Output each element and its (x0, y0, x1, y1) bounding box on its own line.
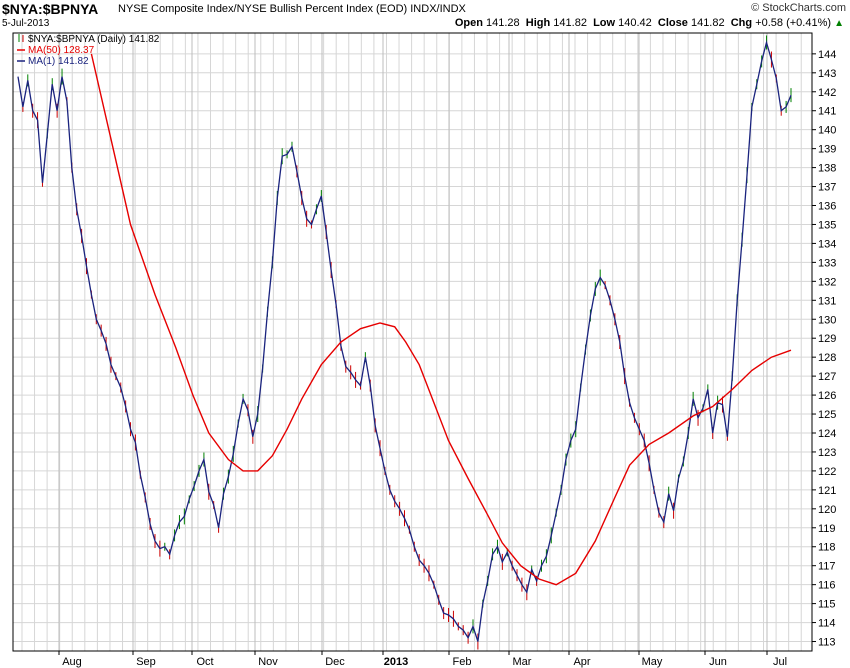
x-tick-label: Nov (258, 656, 278, 668)
quote-summary: Open 141.28 High 141.82 Low 140.42 Close… (455, 17, 844, 29)
y-tick-label: 140 (818, 125, 836, 137)
low-value: 140.42 (618, 17, 652, 29)
open-label: Open (454, 17, 483, 29)
x-tick-label: May (642, 656, 663, 668)
y-tick-label: 120 (818, 504, 836, 516)
y-tick-label: 130 (818, 314, 836, 326)
y-tick-label: 135 (818, 219, 836, 231)
x-tick-label: Feb (453, 656, 472, 668)
y-tick-label: 138 (818, 163, 836, 175)
x-tick-label: Jul (773, 656, 787, 668)
y-tick-label: 113 (818, 637, 836, 649)
exchange-text: INDX/INDX (410, 3, 466, 15)
y-tick-label: 132 (818, 276, 836, 288)
high-label: High (525, 17, 551, 29)
x-tick-label: Dec (325, 656, 345, 668)
series-line-ma1 (17, 40, 792, 642)
y-tick-label: 117 (818, 561, 836, 573)
y-tick-label: 125 (818, 409, 836, 421)
y-tick-label: 128 (818, 352, 836, 364)
chart-symbol: $NYA:$BPNYA (2, 1, 99, 17)
y-tick-label: 122 (818, 466, 836, 478)
y-tick-label: 131 (818, 295, 836, 307)
low-label: Low (593, 17, 616, 29)
y-tick-label: 142 (818, 87, 836, 99)
high-value: 141.82 (553, 17, 587, 29)
close-label: Close (657, 17, 688, 29)
legend: $NYA:$BPNYA (Daily) 141.82 MA(50) 128.37… (17, 34, 160, 67)
y-tick-label: 121 (818, 485, 836, 497)
chg-up-icon: ▲ (834, 18, 844, 29)
legend-ma1: MA(1) 141.82 (28, 56, 89, 67)
x-axis: Aug Sep Oct Nov Dec 2013 Feb Mar Apr May Jun Jul (58, 651, 787, 668)
x-tick-label: Mar (513, 656, 532, 668)
y-tick-label: 126 (818, 390, 836, 402)
x-tick-label: Oct (196, 656, 213, 668)
series-line-ma50 (90, 53, 792, 586)
copyright-link[interactable]: © StockCharts.com (751, 2, 846, 14)
y-tick-label: 124 (818, 428, 836, 440)
y-tick-label: 115 (818, 599, 836, 611)
x-tick-label: Jun (709, 656, 727, 668)
y-tick-label: 137 (818, 182, 836, 194)
y-tick-label: 139 (818, 144, 836, 156)
chart-description: NYSE Composite Index/NYSE Bullish Percen… (118, 3, 466, 15)
plot-frame (12, 32, 813, 652)
y-tick-label: 143 (818, 68, 836, 80)
x-tick-label: Aug (62, 656, 82, 668)
chg-label: Chg (730, 17, 753, 29)
y-tick-label: 141 (818, 106, 836, 118)
description-text: NYSE Composite Index/NYSE Bullish Percen… (118, 3, 408, 15)
close-value: 141.82 (690, 17, 725, 29)
y-tick-label: 114 (818, 618, 836, 630)
y-axis: 113 114 115 116 117 118 119 120 121 122 123 124 125 1… (812, 49, 836, 649)
legend-price: $NYA:$BPNYA (Daily) 141.82 (28, 34, 160, 45)
y-tick-label: 116 (818, 580, 836, 592)
x-tick-label: Sep (136, 656, 156, 668)
legend-ma50: MA(50) 128.37 (28, 45, 95, 56)
y-tick-label: 144 (818, 49, 836, 61)
x-tick-label: Apr (573, 656, 590, 668)
y-tick-label: 136 (818, 201, 836, 213)
y-tick-label: 118 (818, 542, 836, 554)
y-tick-label: 129 (818, 333, 836, 345)
y-tick-label: 127 (818, 371, 836, 383)
open-value: 141.28 (486, 17, 520, 29)
chart-grid (13, 33, 812, 651)
y-tick-label: 119 (818, 523, 836, 535)
y-tick-label: 134 (818, 238, 836, 250)
y-tick-label: 123 (818, 447, 836, 459)
chart-date: 5-Jul-2013 (2, 18, 50, 29)
y-tick-label: 133 (818, 257, 836, 269)
series-layer (17, 35, 792, 650)
x-tick-label: 2013 (384, 656, 408, 668)
chg-value: +0.58 (+0.41%) (755, 17, 832, 29)
